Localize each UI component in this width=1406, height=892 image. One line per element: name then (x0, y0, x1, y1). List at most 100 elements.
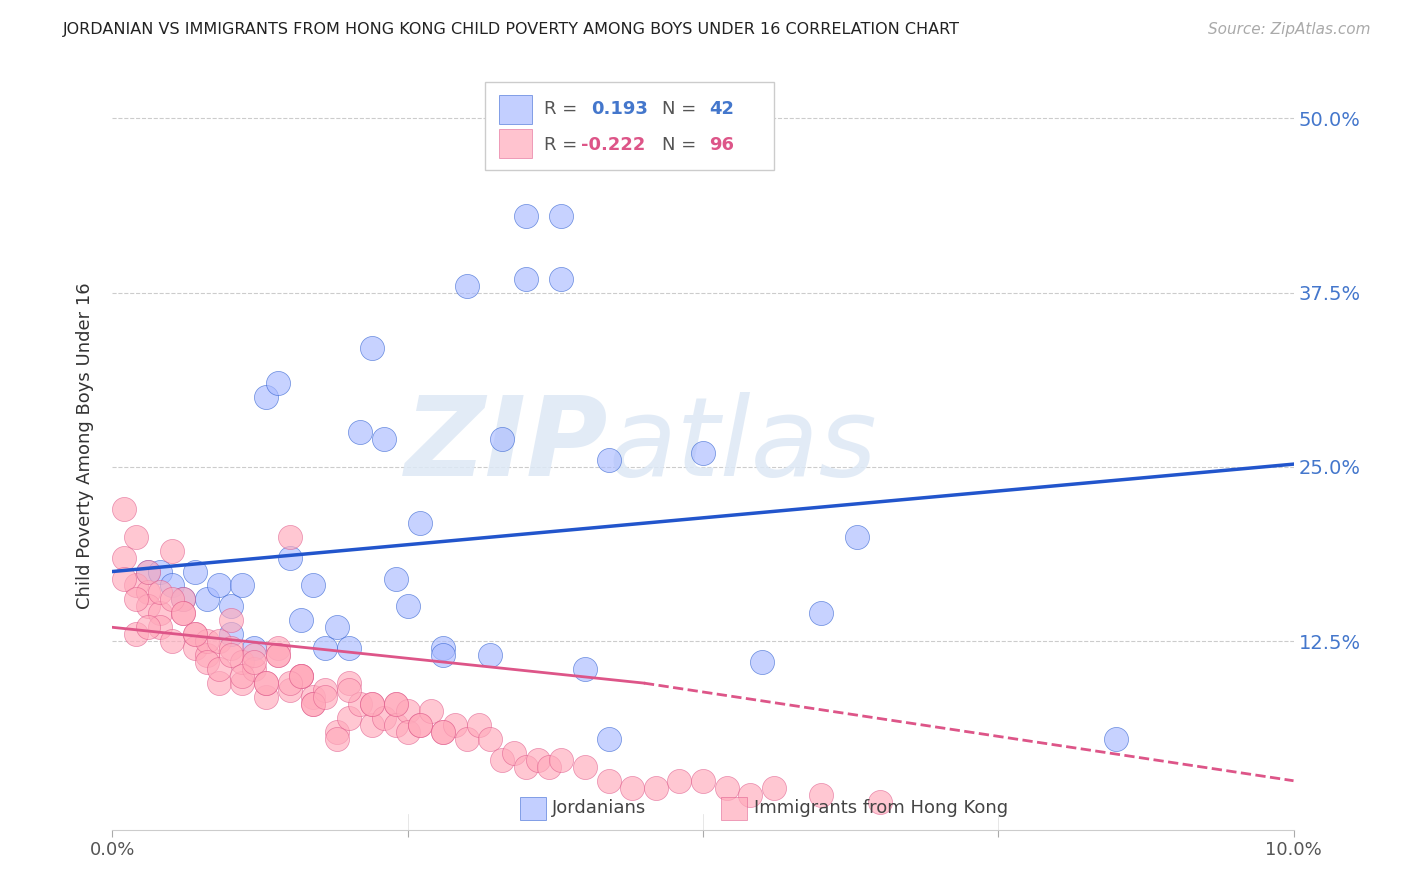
Point (467, 718, 489, 732)
Text: R =: R = (544, 100, 576, 119)
Point (184, 627, 207, 641)
Text: ZIP: ZIP (405, 392, 609, 500)
Point (149, 607, 172, 621)
Point (644, 780, 666, 795)
Point (396, 725, 419, 739)
Point (160, 634, 183, 648)
Point (444, 718, 467, 732)
FancyBboxPatch shape (499, 95, 531, 124)
Point (290, 669, 312, 683)
Point (762, 780, 785, 795)
Point (278, 683, 301, 698)
Point (408, 718, 430, 732)
Point (385, 697, 408, 711)
Point (349, 425, 371, 439)
Point (278, 676, 301, 690)
Point (432, 725, 454, 739)
Point (195, 592, 218, 607)
Point (751, 655, 773, 669)
Point (243, 641, 266, 656)
Point (373, 711, 395, 725)
Point (716, 780, 738, 795)
Point (254, 676, 277, 690)
Point (184, 641, 207, 656)
Point (326, 725, 349, 739)
Point (373, 432, 395, 446)
Point (432, 641, 454, 656)
Point (396, 704, 419, 718)
FancyBboxPatch shape (520, 797, 546, 820)
Point (302, 578, 325, 592)
Point (112, 550, 135, 565)
Point (515, 760, 537, 774)
Point (349, 697, 371, 711)
Text: JORDANIAN VS IMMIGRANTS FROM HONG KONG CHILD POVERTY AMONG BOYS UNDER 16 CORRELA: JORDANIAN VS IMMIGRANTS FROM HONG KONG C… (63, 22, 960, 37)
Point (243, 662, 266, 676)
Point (326, 731, 349, 746)
Point (160, 543, 183, 558)
Point (125, 592, 148, 607)
Point (136, 585, 159, 599)
Point (172, 592, 194, 607)
Point (574, 760, 596, 774)
Point (550, 209, 572, 223)
Point (361, 718, 384, 732)
Point (267, 376, 290, 391)
Point (598, 773, 620, 788)
Point (385, 572, 408, 586)
Point (267, 648, 290, 663)
Point (314, 683, 336, 698)
Point (243, 655, 266, 669)
Text: 96: 96 (709, 136, 734, 153)
Point (278, 550, 301, 565)
Point (136, 565, 159, 579)
Point (254, 690, 277, 704)
Point (219, 627, 242, 641)
Point (125, 578, 148, 592)
Point (361, 697, 384, 711)
Point (267, 641, 290, 656)
Point (112, 501, 135, 516)
Text: atlas: atlas (609, 392, 877, 500)
Point (515, 271, 537, 285)
Point (337, 641, 360, 656)
Point (125, 530, 148, 544)
Text: R =: R = (544, 136, 576, 153)
Text: 42: 42 (709, 100, 734, 119)
Point (149, 565, 172, 579)
Point (302, 697, 325, 711)
Point (136, 565, 159, 579)
Point (574, 662, 596, 676)
Point (408, 718, 430, 732)
Point (219, 641, 242, 656)
Point (136, 620, 159, 634)
Point (160, 578, 183, 592)
Point (740, 788, 762, 802)
Point (408, 516, 430, 530)
Point (314, 690, 336, 704)
Text: N =: N = (662, 136, 696, 153)
Point (1105, 731, 1128, 746)
Point (869, 795, 891, 809)
Point (337, 676, 360, 690)
Point (550, 271, 572, 285)
FancyBboxPatch shape (721, 797, 747, 820)
Point (278, 530, 301, 544)
Point (195, 655, 218, 669)
Point (208, 578, 231, 592)
Point (172, 607, 194, 621)
Point (208, 634, 231, 648)
Point (668, 773, 690, 788)
Y-axis label: Child Poverty Among Boys Under 16: Child Poverty Among Boys Under 16 (76, 283, 94, 609)
Point (692, 446, 714, 460)
Point (302, 697, 325, 711)
Point (195, 634, 218, 648)
Point (515, 209, 537, 223)
Point (361, 342, 384, 356)
FancyBboxPatch shape (499, 129, 531, 158)
Point (231, 676, 253, 690)
Point (456, 278, 478, 293)
Point (456, 731, 478, 746)
Point (337, 711, 360, 725)
Point (432, 725, 454, 739)
